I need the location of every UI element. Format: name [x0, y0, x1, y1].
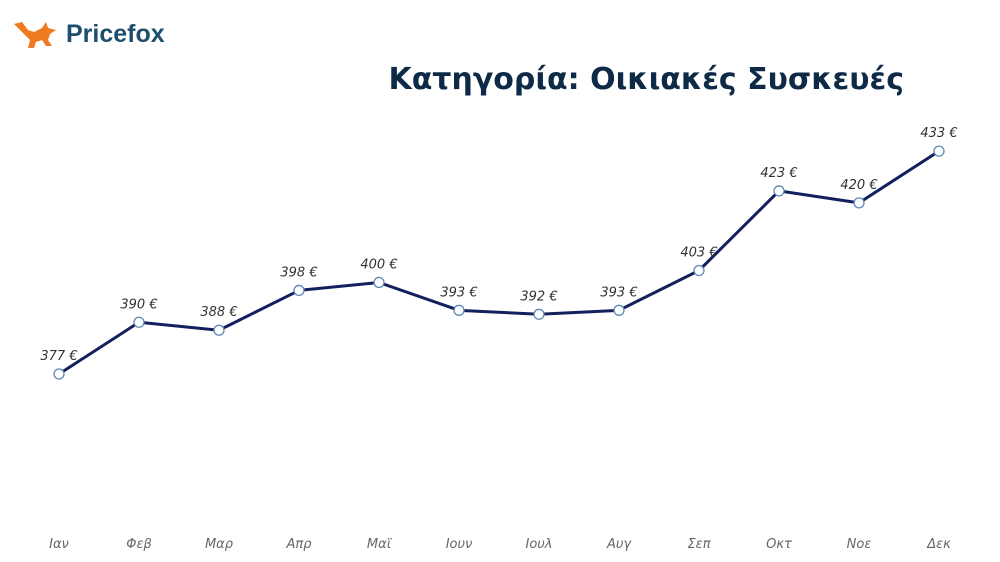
data-point	[933, 145, 945, 157]
series-line	[58, 149, 940, 376]
data-point	[453, 304, 465, 316]
x-tick-label: Μαϊ	[367, 537, 393, 552]
data-point	[773, 185, 785, 197]
x-tick-label: Φεβ	[126, 537, 152, 552]
x-tick-label: Ιουλ	[525, 537, 552, 552]
data-point	[613, 304, 625, 316]
x-tick-label: Απρ	[286, 537, 313, 552]
x-tick-label: Οκτ	[766, 537, 792, 552]
brand-logo: Pricefox	[12, 18, 165, 50]
x-tick-label: Μαρ	[205, 537, 234, 552]
data-label: 393 €	[600, 285, 637, 300]
chart-title: Κατηγορία: Οικιακές Συσκευές	[388, 62, 904, 97]
data-label: 398 €	[280, 265, 317, 280]
fox-icon	[14, 22, 56, 48]
data-point	[133, 316, 145, 328]
data-label: 403 €	[680, 246, 717, 261]
x-tick-label: Νοε	[847, 537, 872, 552]
x-tick-label: Δεκ	[926, 537, 951, 552]
data-label: 392 €	[520, 289, 557, 304]
brand-name: Pricefox	[66, 19, 165, 48]
data-point	[533, 308, 545, 320]
data-point	[853, 197, 865, 209]
data-label: 393 €	[440, 285, 477, 300]
data-label: 377 €	[40, 349, 77, 364]
data-point	[293, 284, 305, 297]
data-label: 433 €	[920, 126, 957, 141]
data-label: 390 €	[120, 297, 157, 312]
data-label: 420 €	[840, 178, 877, 193]
x-tick-label: Ιαν	[49, 537, 69, 552]
x-tick-label: Ιουν	[446, 537, 473, 552]
x-tick-label: Αυγ	[606, 537, 632, 552]
data-label: 423 €	[760, 166, 797, 181]
data-point	[213, 324, 225, 336]
data-point	[53, 368, 65, 380]
x-tick-label: Σεπ	[687, 537, 710, 552]
data-label: 388 €	[200, 305, 237, 320]
data-point	[373, 276, 385, 289]
data-label: 400 €	[360, 257, 397, 272]
data-point	[693, 264, 705, 277]
